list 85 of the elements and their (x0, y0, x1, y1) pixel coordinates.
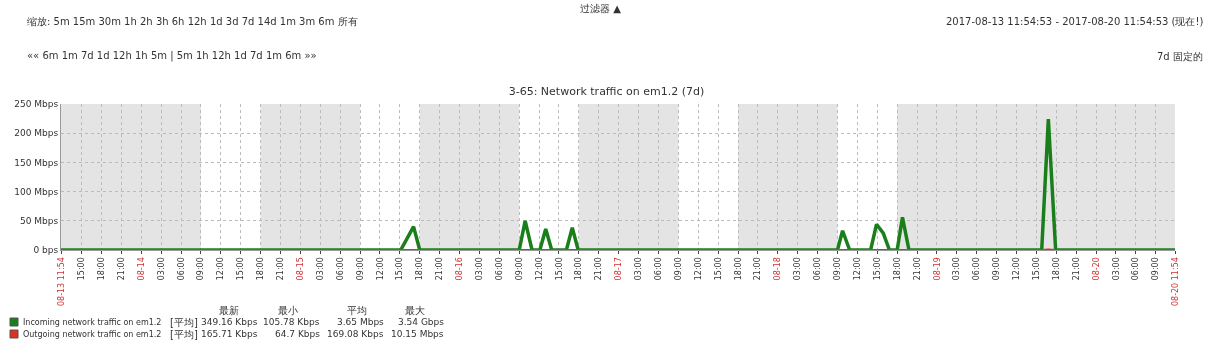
y-tick-label: 250 Mbps (14, 99, 59, 110)
x-tick-label: 09:00 (1151, 257, 1161, 281)
text: 最小 (278, 305, 298, 316)
x-tick-label: 03:00 (952, 257, 962, 281)
legend-label: Incoming network traffic on em1.2 (23, 318, 162, 327)
x-tick-label: 06:00 (335, 257, 345, 281)
text: 最新 (219, 305, 239, 316)
x-tick-label: 06:00 (176, 257, 186, 281)
x-tick-label: 03:00 (156, 257, 166, 281)
legend-label: Outgoing network traffic on em1.2 (23, 330, 162, 339)
x-tick-label: 15:00 (77, 257, 87, 281)
text: «« 6m 1m 7d 1d 12h 1h 5m | 5m 1h 12h 1d 7d 1m 6m »» (27, 50, 317, 62)
chart-title: 3-65: Network traffic on em1.2 (7d) (508, 84, 705, 98)
text: 2017-08-13 11:54:53 - 2017-08-20 11:54:53 (现在!) (946, 16, 1204, 27)
x-tick-label: 08-20 (1091, 257, 1101, 281)
x-tick-label: 15:00 (395, 257, 405, 281)
text: [平均] (170, 317, 198, 328)
x-tick-label: 08-17 (614, 257, 624, 281)
text: 缩放: 5m 15m 30m 1h 2h 3h 6h 12h 1d 3d 7d 14d 1m 3m 6m 所有 (27, 16, 358, 27)
x-tick-label: 08-14 (136, 257, 146, 281)
x-tick-label: 21:00 (276, 257, 286, 281)
x-tick-label: 09:00 (355, 257, 365, 281)
x-tick-label: 09:00 (673, 257, 683, 281)
x-tick-label: 08-16 (455, 257, 465, 281)
text: 3.54 Gbps (398, 317, 445, 327)
x-tick-label: 06:00 (813, 257, 823, 281)
x-tick-label: 08-13 11:54 (56, 257, 66, 307)
x-tick-label: 06:00 (494, 257, 504, 281)
text: 最大 (405, 305, 425, 316)
x-tick-label: 08-20 11:54 (1170, 257, 1180, 307)
x-tick-label: 06:00 (654, 257, 664, 281)
x-tick-label: 08-15 (295, 257, 305, 281)
x-tick-label: 12:00 (852, 257, 862, 281)
text: 64.7 Kbps (275, 329, 321, 339)
x-tick-label: 21:00 (594, 257, 604, 281)
x-tick-label: 03:00 (1111, 257, 1121, 281)
text: [平均] (170, 329, 198, 340)
x-tick-label: 03:00 (634, 257, 644, 281)
x-tick-label: 21:00 (912, 257, 922, 281)
x-tick-label: 18:00 (415, 257, 425, 281)
x-tick-label: 15:00 (236, 257, 246, 281)
x-tick-label: 15:00 (554, 257, 564, 281)
x-tick-label: 12:00 (375, 257, 385, 281)
x-tick-label: 18:00 (97, 257, 107, 281)
y-tick-label: 50 Mbps (20, 215, 59, 226)
x-tick-label: 03:00 (315, 257, 325, 281)
x-tick-label: 12:00 (534, 257, 544, 281)
y-tick-label: 150 Mbps (14, 157, 59, 168)
x-tick-label: 21:00 (435, 257, 445, 281)
x-tick-label: 09:00 (196, 257, 206, 281)
text: 169.08 Kbps (327, 329, 384, 339)
x-tick-label: 21:00 (1071, 257, 1081, 281)
x-tick-label: 21:00 (116, 257, 126, 281)
text: 3.65 Mbps (337, 317, 385, 327)
text: 165.71 Kbps (201, 329, 258, 339)
x-tick-label: 15:00 (1032, 257, 1042, 281)
x-tick-label: 06:00 (1131, 257, 1141, 281)
text: 10.15 Mbps (391, 329, 444, 339)
x-tick-label: 08-18 (773, 257, 783, 281)
x-tick-label: 18:00 (733, 257, 743, 281)
x-tick-label: 21:00 (753, 257, 763, 281)
x-tick-label: 09:00 (833, 257, 843, 281)
y-tick-label: 200 Mbps (14, 128, 59, 139)
y-tick-label: 100 Mbps (14, 186, 59, 197)
text: 平均 (347, 305, 367, 316)
x-tick-label: 15:00 (872, 257, 882, 281)
x-tick-label: 18:00 (892, 257, 902, 281)
x-tick-label: 15:00 (713, 257, 723, 281)
x-tick-label: 12:00 (216, 257, 226, 281)
x-tick-label: 03:00 (793, 257, 803, 281)
x-tick-label: 18:00 (256, 257, 266, 281)
x-tick-label: 09:00 (514, 257, 524, 281)
y-tick-label: 0 bps (33, 245, 59, 256)
x-tick-label: 18:00 (574, 257, 584, 281)
text: 105.78 Kbps (263, 317, 320, 327)
x-tick-label: 03:00 (475, 257, 485, 281)
x-tick-label: 12:00 (693, 257, 703, 281)
text: 349.16 Kbps (201, 317, 258, 327)
x-tick-label: 09:00 (992, 257, 1002, 281)
x-tick-label: 06:00 (972, 257, 982, 281)
text: 7d 固定的 (1157, 51, 1203, 62)
x-tick-label: 12:00 (1012, 257, 1022, 281)
x-tick-label: 08-19 (932, 257, 942, 281)
text: 过滤器 ▲ (580, 3, 622, 14)
x-tick-label: 18:00 (1051, 257, 1061, 281)
